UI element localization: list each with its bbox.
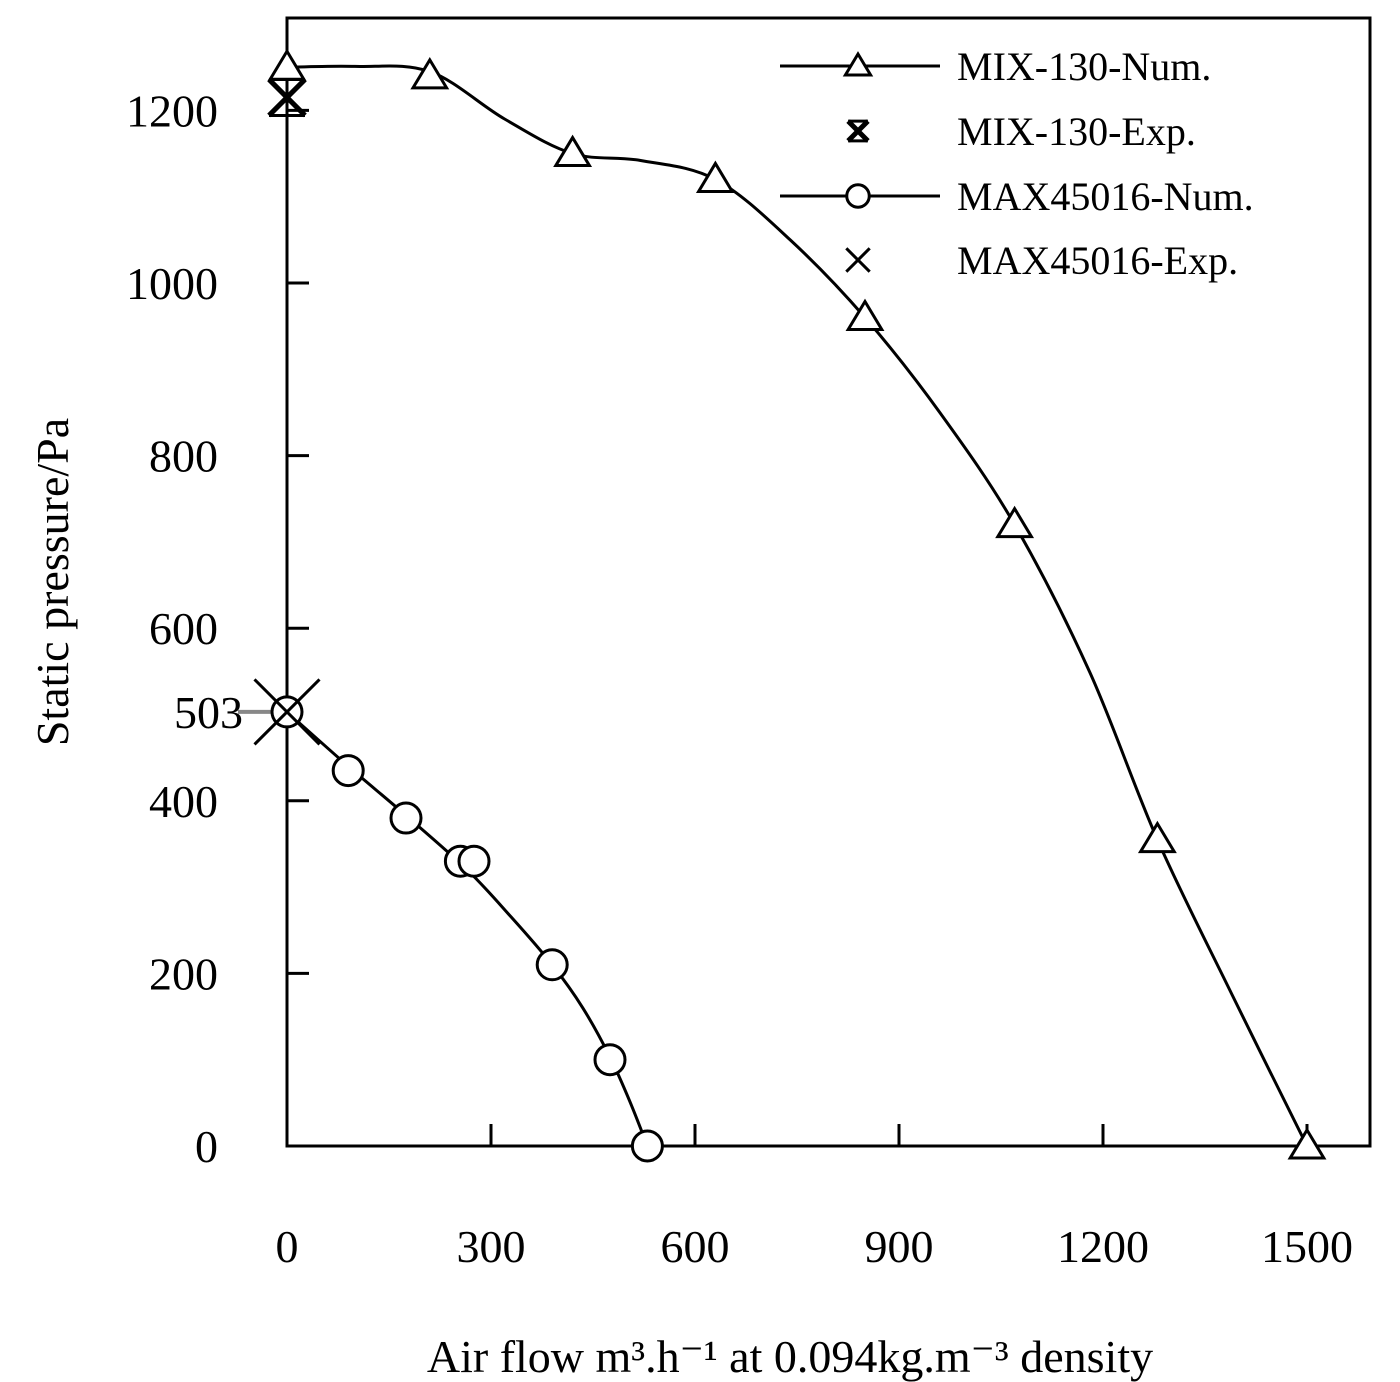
series-max45016-exp <box>253 678 321 746</box>
legend-label-max45016-exp: MAX45016-Exp. <box>957 238 1238 283</box>
data-point-max45016-exp-0 <box>253 678 321 746</box>
x-tick-label: 1200 <box>1057 1221 1149 1272</box>
x-tick-label: 300 <box>457 1221 526 1272</box>
y-tick-label: 400 <box>149 776 218 827</box>
y-tick-label: 1200 <box>126 85 218 136</box>
legend-item-max45016-exp: MAX45016-Exp. <box>845 238 1238 283</box>
data-point-max45016-num-2 <box>389 801 423 835</box>
data-point-mix-130-num-6 <box>1137 820 1177 854</box>
series-max45016-num <box>270 695 664 1163</box>
x-tick-label: 600 <box>661 1221 730 1272</box>
y-tick-label: 0 <box>195 1121 218 1172</box>
legend-item-max45016-num: MAX45016-Num. <box>780 174 1254 219</box>
legend-marker-max45016-num <box>845 183 871 209</box>
data-point-mix-130-num-4 <box>845 298 885 332</box>
y-tick-label: 600 <box>149 603 218 654</box>
y-axis-label: Static pressure/Pa <box>27 418 78 746</box>
data-point-mix-130-num-1 <box>410 56 450 90</box>
legend-item-mix-130-exp: MIX-130-Exp. <box>846 109 1196 154</box>
y-tick-label-503: 503 <box>174 687 243 738</box>
legend-label-mix-130-exp: MIX-130-Exp. <box>957 109 1196 154</box>
data-point-max45016-num-4 <box>457 844 491 878</box>
legend-marker-max45016-exp <box>845 247 871 273</box>
x-tick-label: 900 <box>865 1221 934 1272</box>
data-point-max45016-num-7 <box>630 1129 664 1163</box>
data-point-mix-130-exp-0 <box>267 77 307 118</box>
data-point-max45016-num-6 <box>593 1043 627 1077</box>
x-tick-label: 1500 <box>1261 1221 1353 1272</box>
series-line-mix-130-num <box>286 64 1309 1147</box>
series-mix-130-exp <box>267 77 307 118</box>
x-axis-label: Air flow m³.h⁻¹ at 0.094kg.m⁻³ density <box>427 1331 1153 1382</box>
data-point-mix-130-num-0 <box>267 48 307 81</box>
data-point-max45016-num-1 <box>331 754 365 788</box>
legend-item-mix-130-num: MIX-130-Num. <box>780 44 1211 89</box>
data-point-mix-130-num-3 <box>695 160 735 193</box>
series <box>253 48 1327 1163</box>
data-point-mix-130-num-5 <box>995 505 1035 539</box>
x-tick-label: 0 <box>276 1221 299 1272</box>
legend: MIX-130-Num. MIX-130-Exp. MAX45016-Num. MAX… <box>780 44 1254 283</box>
legend-marker-mix-130-num <box>842 51 874 77</box>
ticks: 0 300 600 900 1200 1500 0 200 400 600 800 1000 1200 5… <box>126 85 1353 1272</box>
y-tick-label: 200 <box>149 948 218 999</box>
plot-frame <box>285 16 1372 1148</box>
legend-label-mix-130-num: MIX-130-Num. <box>957 44 1211 89</box>
series-line-max45016-num <box>286 710 649 1147</box>
data-point-mix-130-num-2 <box>553 134 593 168</box>
y-tick-label: 800 <box>149 431 218 482</box>
legend-label-max45016-num: MAX45016-Num. <box>957 174 1254 219</box>
data-point-max45016-num-5 <box>535 948 569 982</box>
y-tick-label: 1000 <box>126 258 218 309</box>
legend-marker-mix-130-exp <box>846 119 870 143</box>
series-mix-130-num <box>267 48 1327 1160</box>
data-point-mix-130-num-7 <box>1287 1127 1327 1160</box>
